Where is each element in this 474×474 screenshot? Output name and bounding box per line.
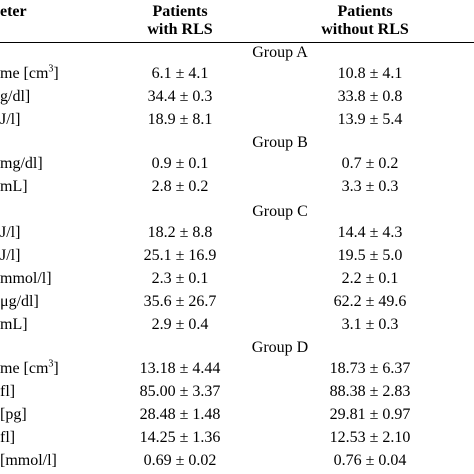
table-row: mL] 2.9 ± 0.4 3.1 ± 0.3 (0, 315, 474, 335)
group-label: Group C (252, 203, 308, 220)
table-row: fl] 85.00 ± 3.37 88.38 ± 2.83 (0, 382, 474, 402)
table-row: μg/dl] 35.6 ± 26.7 62.2 ± 49.6 (0, 292, 474, 312)
parameter-text: [mmol/l] (0, 451, 57, 469)
without-rls-cell: 88.38 ± 2.83 (329, 382, 411, 400)
header-rule (0, 42, 474, 43)
without-rls-cell: 12.53 ± 2.10 (329, 428, 411, 446)
with-rls-cell: 25.1 ± 16.9 (143, 246, 217, 264)
parameter-superscript: 3 (48, 63, 54, 75)
table-row: J/l] 18.9 ± 8.1 13.9 ± 5.4 (0, 110, 474, 130)
table-row: [pg] 28.48 ± 1.48 29.81 ± 0.97 (0, 405, 474, 425)
with-rls-cell: 18.2 ± 8.8 (147, 224, 213, 241)
parameter-cell: fl] (0, 428, 15, 448)
parameter-text: J/l] (0, 110, 21, 128)
header-without-rls-line1: Patients (337, 3, 393, 20)
table-row: mmol/l] 2.3 ± 0.1 2.2 ± 0.1 (0, 269, 474, 289)
parameter-text: mL] (0, 315, 28, 333)
parameter-cell: [mmol/l] (0, 451, 57, 471)
with-rls-cell: 28.48 ± 1.48 (139, 405, 221, 423)
parameter-cell: mmol/l] (0, 269, 52, 289)
without-rls-cell: 18.73 ± 6.37 (329, 360, 411, 377)
with-rls-cell: 13.18 ± 4.44 (139, 360, 221, 377)
without-rls-cell: 13.9 ± 5.4 (337, 110, 403, 128)
header-without-rls: Patients without RLS (300, 3, 430, 39)
parameter-text: fl] (0, 428, 16, 446)
header-with-rls-line1: Patients (152, 3, 208, 20)
parameter-text: mmol/l] (0, 269, 52, 287)
with-rls-cell: 18.9 ± 8.1 (147, 110, 213, 128)
parameter-cell: J/l] (0, 110, 20, 130)
group-label: Group B (252, 134, 308, 151)
with-rls-cell: 6.1 ± 4.1 (151, 65, 209, 82)
parameter-tail: ] (53, 360, 59, 377)
with-rls-cell: 35.6 ± 26.7 (143, 292, 217, 310)
with-rls-cell: 0.69 ± 0.02 (143, 451, 217, 469)
parameter-text: μg/dl] (0, 292, 39, 310)
without-rls-cell: 0.76 ± 0.04 (333, 451, 407, 469)
with-rls-cell: 85.00 ± 3.37 (139, 382, 221, 400)
parameter-text: g/dl] (0, 87, 31, 105)
parameter-cell: J/l] (0, 246, 20, 266)
parameter-cell: fl] (0, 382, 15, 402)
parameter-cell: me [cm3] (0, 64, 59, 84)
parameter-cell: me [cm3] (0, 359, 59, 379)
parameter-superscript: 3 (48, 358, 54, 370)
parameter-cell: [pg] (0, 405, 27, 425)
parameter-cell: mg/dl] (0, 154, 43, 174)
with-rls-cell: 2.8 ± 0.2 (151, 177, 209, 195)
header-with-rls: Patients with RLS (120, 3, 240, 39)
table-row: me [cm3] 13.18 ± 4.44 18.73 ± 6.37 (0, 359, 474, 379)
without-rls-cell: 2.2 ± 0.1 (341, 269, 399, 287)
header-parameter: eter (0, 3, 27, 20)
parameter-text: mg/dl] (0, 155, 43, 172)
parameter-text: me [cm (0, 65, 49, 82)
with-rls-cell: 34.4 ± 0.3 (147, 87, 213, 105)
without-rls-cell: 14.4 ± 4.3 (337, 224, 403, 241)
parameter-text: me [cm (0, 360, 49, 377)
parameter-cell: μg/dl] (0, 292, 39, 312)
table-row: J/l] 25.1 ± 16.9 19.5 ± 5.0 (0, 246, 474, 266)
table-row: g/dl] 34.4 ± 0.3 33.8 ± 0.8 (0, 87, 474, 107)
table-row: [mmol/l] 0.69 ± 0.02 0.76 ± 0.04 (0, 451, 474, 471)
without-rls-cell: 3.3 ± 0.3 (341, 177, 399, 195)
header-without-rls-line2: without RLS (321, 21, 409, 38)
parameter-cell: g/dl] (0, 87, 30, 107)
table-row: J/l] 18.2 ± 8.8 14.4 ± 4.3 (0, 223, 474, 243)
parameter-text: fl] (0, 382, 16, 400)
without-rls-cell: 0.7 ± 0.2 (341, 155, 399, 172)
without-rls-cell: 19.5 ± 5.0 (337, 246, 403, 264)
group-label: Group A (252, 44, 308, 61)
with-rls-cell: 2.3 ± 0.1 (151, 269, 209, 287)
with-rls-cell: 2.9 ± 0.4 (151, 315, 209, 333)
without-rls-cell: 33.8 ± 0.8 (337, 87, 403, 105)
without-rls-cell: 62.2 ± 49.6 (333, 292, 407, 310)
parameter-text: mL] (0, 177, 28, 195)
group-label: Group D (251, 339, 309, 356)
table-row: mL] 2.8 ± 0.2 3.3 ± 0.3 (0, 177, 474, 197)
table-row: fl] 14.25 ± 1.36 12.53 ± 2.10 (0, 428, 474, 448)
header-with-rls-line2: with RLS (147, 21, 213, 38)
without-rls-cell: 10.8 ± 4.1 (337, 65, 403, 82)
parameter-cell: mL] (0, 315, 28, 335)
parameter-text: [pg] (0, 405, 27, 423)
parameter-cell: J/l] (0, 223, 20, 243)
parameter-text: J/l] (0, 224, 21, 241)
table-row: me [cm3] 6.1 ± 4.1 10.8 ± 4.1 (0, 64, 474, 84)
with-rls-cell: 0.9 ± 0.1 (151, 155, 209, 172)
parameter-cell: mL] (0, 177, 28, 197)
table-row: mg/dl] 0.9 ± 0.1 0.7 ± 0.2 (0, 154, 474, 174)
parameter-tail: ] (53, 65, 59, 82)
parameter-text: J/l] (0, 246, 21, 264)
without-rls-cell: 29.81 ± 0.97 (329, 405, 411, 423)
with-rls-cell: 14.25 ± 1.36 (139, 428, 221, 446)
without-rls-cell: 3.1 ± 0.3 (341, 315, 399, 333)
